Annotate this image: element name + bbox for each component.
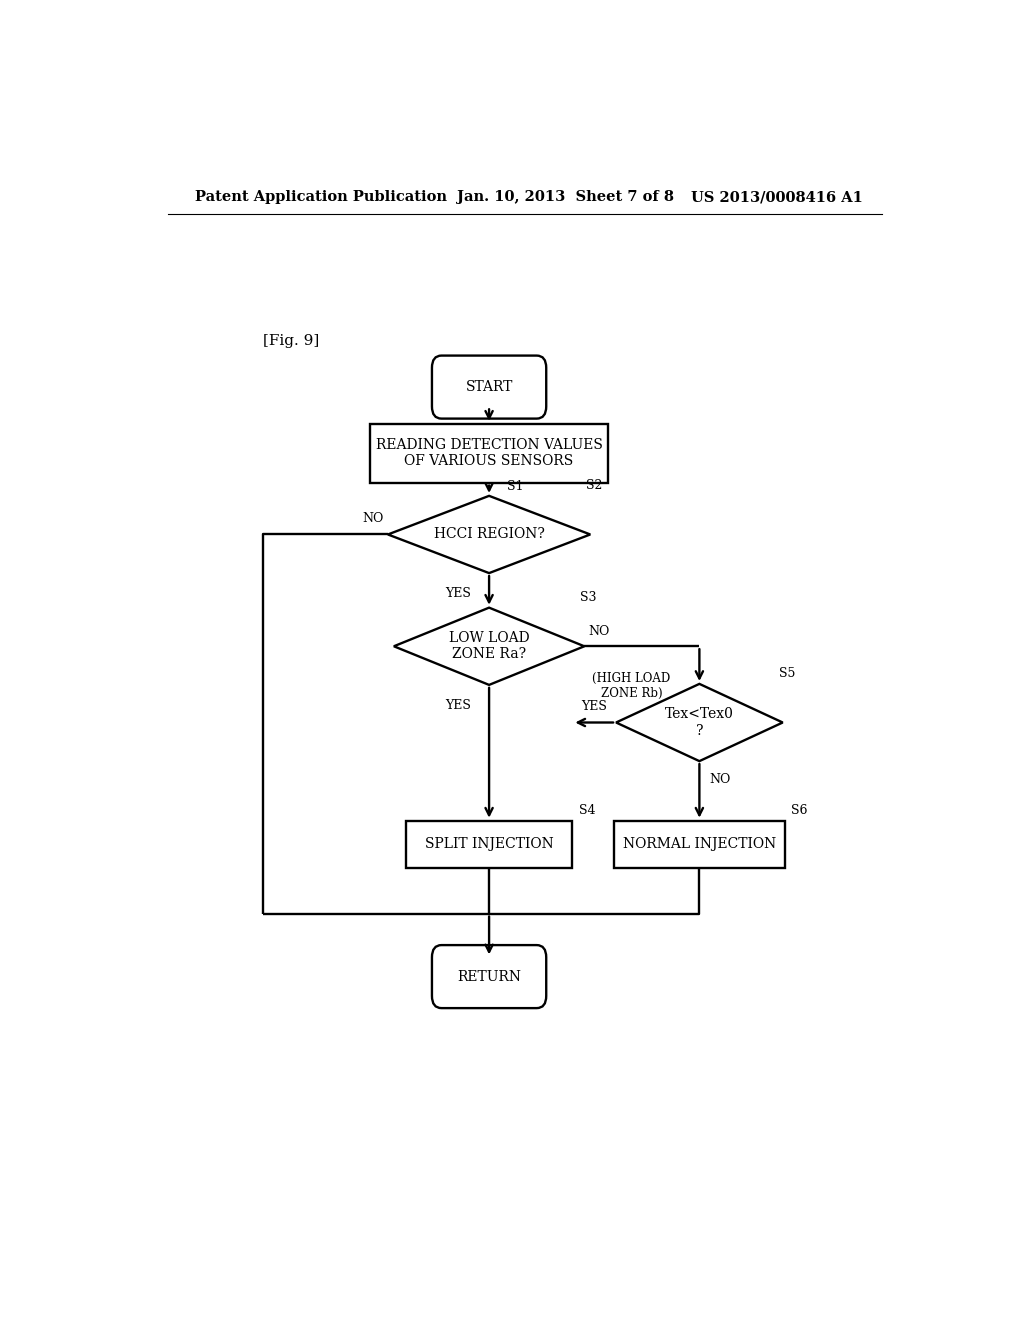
Bar — [614, 821, 784, 869]
Text: SPLIT INJECTION: SPLIT INJECTION — [425, 837, 553, 851]
Text: YES: YES — [445, 587, 471, 599]
Text: HCCI REGION?: HCCI REGION? — [433, 528, 545, 541]
Text: S4: S4 — [579, 804, 595, 817]
Text: S2: S2 — [587, 479, 603, 492]
Text: LOW LOAD
ZONE Ra?: LOW LOAD ZONE Ra? — [449, 631, 529, 661]
Text: (HIGH LOAD
ZONE Rb): (HIGH LOAD ZONE Rb) — [592, 672, 671, 700]
Text: RETURN: RETURN — [457, 970, 521, 983]
Text: Tex<Tex0
?: Tex<Tex0 ? — [665, 708, 734, 738]
Text: YES: YES — [582, 700, 607, 713]
Text: S6: S6 — [792, 804, 808, 817]
Text: NORMAL INJECTION: NORMAL INJECTION — [623, 837, 776, 851]
FancyBboxPatch shape — [432, 355, 546, 418]
Text: NO: NO — [709, 774, 730, 785]
Polygon shape — [616, 684, 782, 762]
Text: NO: NO — [588, 624, 609, 638]
Polygon shape — [388, 496, 590, 573]
Text: NO: NO — [362, 512, 384, 525]
Text: Patent Application Publication: Patent Application Publication — [196, 190, 447, 205]
Text: US 2013/0008416 A1: US 2013/0008416 A1 — [691, 190, 863, 205]
Bar — [406, 821, 572, 869]
Text: S1: S1 — [507, 479, 523, 492]
Text: READING DETECTION VALUES
OF VARIOUS SENSORS: READING DETECTION VALUES OF VARIOUS SENS… — [376, 438, 602, 469]
Text: [Fig. 9]: [Fig. 9] — [263, 334, 319, 348]
Text: YES: YES — [445, 698, 471, 711]
Text: START: START — [465, 380, 513, 395]
Text: Jan. 10, 2013  Sheet 7 of 8: Jan. 10, 2013 Sheet 7 of 8 — [458, 190, 675, 205]
Text: S5: S5 — [778, 667, 795, 680]
Bar — [370, 424, 608, 483]
FancyBboxPatch shape — [432, 945, 546, 1008]
Polygon shape — [394, 607, 585, 685]
Text: S3: S3 — [581, 591, 597, 605]
